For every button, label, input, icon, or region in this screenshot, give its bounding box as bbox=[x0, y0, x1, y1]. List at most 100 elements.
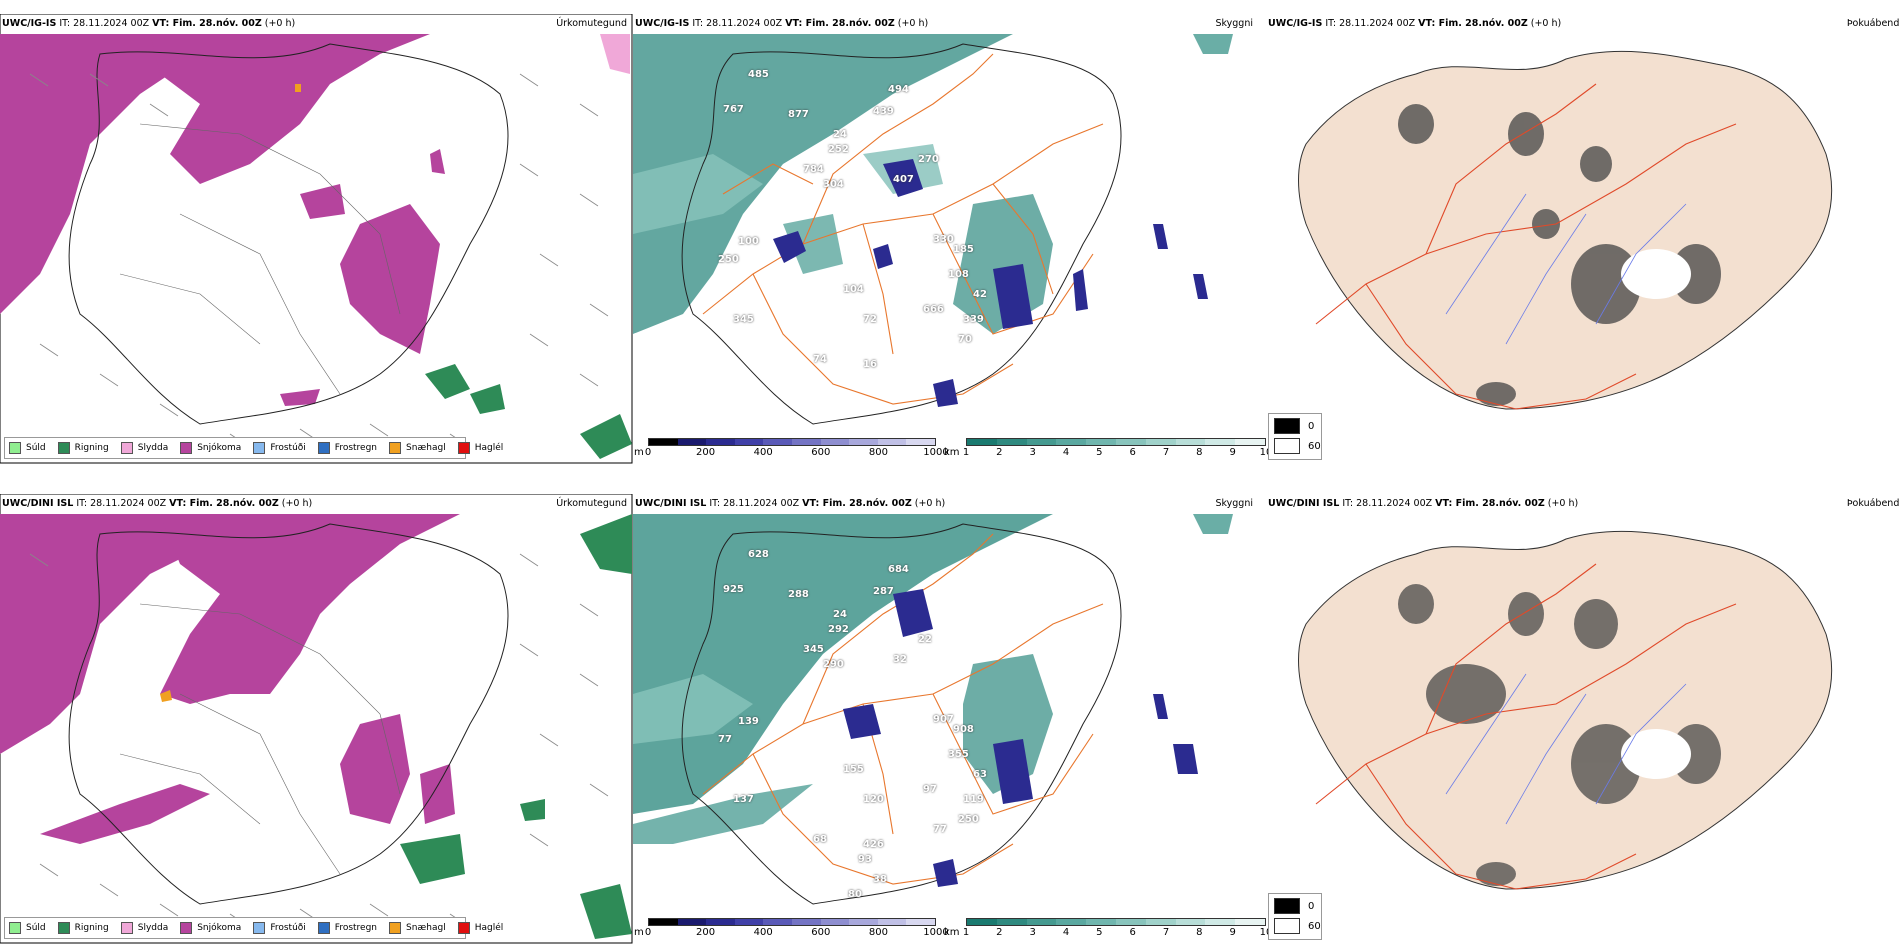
swatch bbox=[180, 922, 193, 934]
height-label: 97 bbox=[923, 784, 937, 795]
height-colorbar-1: m 0 200 400 600 800 1000 bbox=[634, 438, 949, 460]
height-label: 270 bbox=[918, 154, 939, 165]
legend-item-drizzle: Súld bbox=[9, 442, 46, 454]
colorbar-tick: 6 bbox=[1129, 447, 1136, 458]
field-name: Þokuábendi bbox=[1846, 498, 1900, 509]
swatch bbox=[457, 442, 470, 454]
fog-map-1 bbox=[1298, 50, 1833, 410]
valid-time: Fim. 28.nóv. 00Z bbox=[1438, 18, 1528, 29]
height-label: 22 bbox=[918, 634, 932, 645]
model-name: UWC/IG-IS bbox=[2, 18, 57, 29]
legend-item-snow: Snjókoma bbox=[180, 442, 241, 454]
swatch bbox=[253, 442, 266, 454]
colorbar-tick: 400 bbox=[753, 447, 773, 458]
height-label: 494 bbox=[888, 84, 909, 95]
field-name: Úrkomutegund bbox=[556, 498, 627, 509]
valid-time: Fim. 28.nóv. 00Z bbox=[805, 18, 895, 29]
colorbar-tick: 200 bbox=[696, 447, 716, 458]
height-label: 24 bbox=[833, 129, 847, 140]
colorbar-tick: 4 bbox=[1062, 927, 1070, 938]
colorbar-tick: 600 bbox=[811, 927, 831, 938]
swatch bbox=[457, 922, 470, 934]
height-label: 355 bbox=[948, 749, 969, 760]
legend-item-snow: Snjókoma bbox=[180, 922, 241, 934]
height-label: 345 bbox=[803, 644, 824, 655]
field-name: Skyggni bbox=[1215, 498, 1253, 509]
height-label: 77 bbox=[718, 734, 732, 745]
height-label: 908 bbox=[953, 724, 974, 735]
colorbar-tick: 9 bbox=[1229, 927, 1236, 938]
colorbar-tick: 8 bbox=[1196, 447, 1203, 458]
height-label: 68 bbox=[813, 834, 827, 845]
height-label: 77 bbox=[933, 824, 947, 835]
height-label: 100 bbox=[738, 236, 759, 247]
swatch bbox=[57, 922, 70, 934]
legend-item-freezing-rain: Frostregn bbox=[317, 922, 377, 934]
colorbar-tick: 10 bbox=[1259, 447, 1273, 458]
forecast-step: (+0 h) bbox=[897, 18, 929, 29]
height-label: 439 bbox=[873, 106, 894, 117]
colorbar-tick: 0 bbox=[644, 447, 652, 458]
swatch bbox=[120, 442, 133, 454]
precip-type-panel-2: UWC/DINI ISL IT: 28.11.2024 00Z VT: Fim.… bbox=[0, 494, 633, 944]
colorbar-tick: 5 bbox=[1096, 447, 1103, 458]
colorbar-tick: 1000 bbox=[923, 447, 949, 458]
precip-legend-1: Súld Rigning Slydda Snjókoma Frostúði Fr… bbox=[4, 437, 503, 459]
valid-time: Fim. 28.nóv. 00Z bbox=[822, 498, 912, 509]
height-label: 250 bbox=[718, 254, 739, 265]
height-label: 185 bbox=[953, 244, 974, 255]
field-name: Skyggni bbox=[1215, 18, 1253, 29]
height-label: 407 bbox=[893, 174, 914, 185]
height-labels-2: 628 925 288 684 287 24 292 345 290 32 22 907 139 908 3… bbox=[633, 494, 1253, 944]
fog-legend-2: 0 60 bbox=[1268, 893, 1322, 940]
height-label: 304 bbox=[823, 179, 844, 190]
colorbar-tick: 0 bbox=[644, 927, 652, 938]
legend-item-snow-pellets: Snæhagl bbox=[389, 442, 446, 454]
height-label: 16 bbox=[863, 359, 877, 370]
init-time: 28.11.2024 00Z bbox=[723, 498, 800, 509]
height-label: 907 bbox=[933, 714, 954, 725]
precip-map-1 bbox=[0, 14, 633, 464]
height-label: 155 bbox=[843, 764, 864, 775]
height-label: 24 bbox=[833, 609, 847, 620]
visibility-colorbar-1: km 1 2 3 4 5 6 7 8 9 10 bbox=[944, 438, 1272, 460]
swatch bbox=[180, 442, 193, 454]
height-label: 290 bbox=[823, 659, 844, 670]
swatch bbox=[9, 442, 21, 454]
legend-item-drizzle: Súld bbox=[9, 922, 46, 934]
colorbar-tick: 10 bbox=[1259, 927, 1273, 938]
colorbar-tick: 1 bbox=[962, 447, 970, 458]
colorbar-tick: 800 bbox=[868, 927, 888, 938]
valid-time: Fim. 28.nóv. 00Z bbox=[1455, 498, 1545, 509]
height-label: 767 bbox=[723, 104, 744, 115]
visibility-panel-2: UWC/DINI ISL IT: 28.11.2024 00Z VT: Fim.… bbox=[633, 494, 1253, 944]
height-label: 104 bbox=[843, 284, 864, 295]
height-label: 137 bbox=[733, 794, 754, 805]
colorbar-tick: 2 bbox=[996, 927, 1003, 938]
legend-item-sleet: Slydda bbox=[120, 922, 168, 934]
visibility-panel-1: UWC/IG-IS IT: 28.11.2024 00Z VT: Fim. 28… bbox=[633, 14, 1253, 464]
legend-item-rain: Rigning bbox=[57, 442, 109, 454]
fog-legend-1: 0 60 bbox=[1268, 413, 1322, 460]
height-label: 684 bbox=[888, 564, 909, 575]
swatch bbox=[317, 442, 330, 454]
colorbar-tick: 600 bbox=[811, 447, 831, 458]
colorbar-tick: 9 bbox=[1229, 447, 1236, 458]
height-label: 628 bbox=[748, 549, 769, 560]
height-label: 288 bbox=[788, 589, 809, 600]
forecast-step: (+0 h) bbox=[281, 498, 313, 509]
colorbar-tick: 800 bbox=[868, 447, 888, 458]
height-label: 108 bbox=[948, 269, 969, 280]
model-name: UWC/DINI ISL bbox=[635, 498, 707, 509]
visibility-colorbar-2: km 1 2 3 4 5 6 7 8 9 10 bbox=[944, 918, 1272, 940]
height-label: 925 bbox=[723, 584, 744, 595]
field-name: Úrkomutegund bbox=[556, 18, 627, 29]
height-label: 32 bbox=[893, 654, 907, 665]
precip-type-panel-1: UWC/IG-IS IT: 28.11.2024 00Z VT: Fim. 28… bbox=[0, 14, 633, 464]
height-label: 426 bbox=[863, 839, 884, 850]
init-time: 28.11.2024 00Z bbox=[706, 18, 783, 29]
height-label: 72 bbox=[863, 314, 877, 325]
height-label: 74 bbox=[813, 354, 827, 365]
legend-item-snow-pellets: Snæhagl bbox=[389, 922, 446, 934]
colorbar-tick: 7 bbox=[1162, 447, 1170, 458]
